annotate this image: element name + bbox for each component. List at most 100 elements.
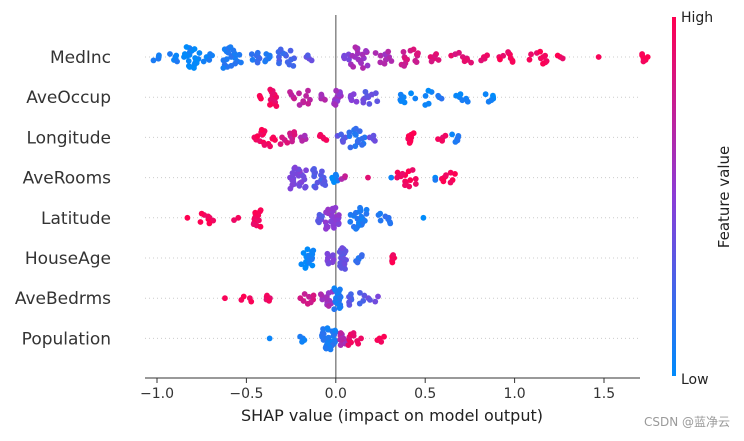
shap-point (266, 335, 273, 342)
shap-point (366, 101, 373, 107)
shap-point (174, 58, 180, 65)
shap-point (267, 86, 274, 93)
shap-point (459, 97, 466, 104)
colorbar-low-label: Low (681, 372, 709, 388)
shap-point (335, 212, 342, 218)
shap-point (435, 57, 442, 63)
shap-point (309, 262, 316, 269)
shap-point (331, 179, 337, 186)
shap-point (394, 169, 401, 176)
shap-point (410, 130, 417, 137)
shap-point (452, 139, 459, 145)
shap-point (262, 58, 269, 65)
shap-point (406, 140, 413, 146)
shap-point (415, 50, 421, 57)
shap-point (442, 132, 449, 139)
shap-point (355, 340, 362, 347)
feature-label: MedInc (50, 48, 111, 68)
feature-label: AveBedrms (15, 289, 111, 309)
shap-point (277, 141, 284, 148)
shap-point (258, 126, 265, 133)
colorbar: High Low Feature value (672, 10, 733, 388)
shap-point (413, 59, 420, 65)
row-gridlines (145, 56, 640, 339)
shap-point (381, 60, 388, 67)
shap-point (595, 54, 602, 60)
colorbar-gradient (672, 17, 676, 376)
shap-point (323, 345, 330, 352)
shap-point (316, 211, 323, 218)
shap-point (390, 252, 397, 258)
shap-point (348, 97, 355, 104)
shap-point (365, 174, 371, 181)
shap-point (316, 219, 322, 226)
shap-point (352, 44, 359, 51)
shap-point (358, 60, 364, 67)
shap-point (200, 58, 207, 65)
shap-point (301, 291, 308, 297)
shap-point (335, 221, 342, 228)
watermark: CSDN @蓝净云 (644, 415, 730, 429)
shap-point (422, 93, 429, 99)
shap-point (364, 62, 371, 69)
shap-point (248, 298, 255, 305)
x-tick-label: 1.0 (503, 386, 525, 402)
shap-point (439, 137, 446, 144)
shap-point (297, 333, 304, 340)
shap-point (342, 173, 348, 180)
shap-point (287, 185, 294, 192)
shap-point (339, 245, 346, 251)
shap-point (367, 297, 373, 303)
shap-point (330, 252, 336, 259)
shap-point (333, 87, 340, 94)
shap-point (372, 298, 379, 305)
shap-point (410, 46, 417, 53)
shap-point (220, 57, 227, 64)
shap-point (387, 220, 394, 227)
shap-point (332, 102, 339, 108)
shap-point (385, 48, 392, 55)
shap-point (478, 57, 485, 64)
shap-point (323, 137, 330, 143)
shap-point (342, 266, 348, 272)
shap-point (381, 333, 387, 340)
shap-point (325, 260, 332, 267)
shap-point (482, 91, 489, 98)
shap-point (447, 169, 454, 176)
shap-point (261, 142, 268, 148)
shap-point (359, 142, 365, 148)
shap-point (266, 297, 272, 304)
shap-point (312, 184, 319, 191)
shap-point (317, 291, 324, 298)
shap-point (311, 165, 317, 172)
shap-dots (150, 44, 651, 353)
shap-point (352, 143, 359, 150)
shap-point (322, 96, 328, 103)
shap-point (296, 182, 303, 189)
shap-point (388, 174, 395, 181)
shap-point (305, 100, 312, 107)
shap-point (173, 52, 180, 59)
shap-point (287, 89, 293, 95)
shap-point (289, 138, 295, 145)
shap-point (350, 63, 357, 70)
shap-point (302, 184, 308, 191)
shap-point (248, 51, 255, 58)
shap-point (332, 327, 338, 334)
shap-point (382, 213, 389, 220)
shap-point (273, 103, 280, 109)
shap-point (554, 52, 561, 59)
feature-label: AveRooms (23, 169, 112, 189)
shap-point (220, 65, 227, 71)
feature-label: HouseAge (25, 249, 111, 269)
shap-point (432, 177, 439, 183)
shap-point (181, 51, 188, 57)
shap-point (331, 285, 338, 292)
shap-point (196, 50, 203, 56)
shap-point (305, 87, 311, 94)
shap-point (497, 56, 503, 63)
shap-point (167, 51, 173, 57)
shap-point (304, 300, 311, 307)
shap-point (303, 93, 310, 99)
shap-point (263, 51, 270, 57)
